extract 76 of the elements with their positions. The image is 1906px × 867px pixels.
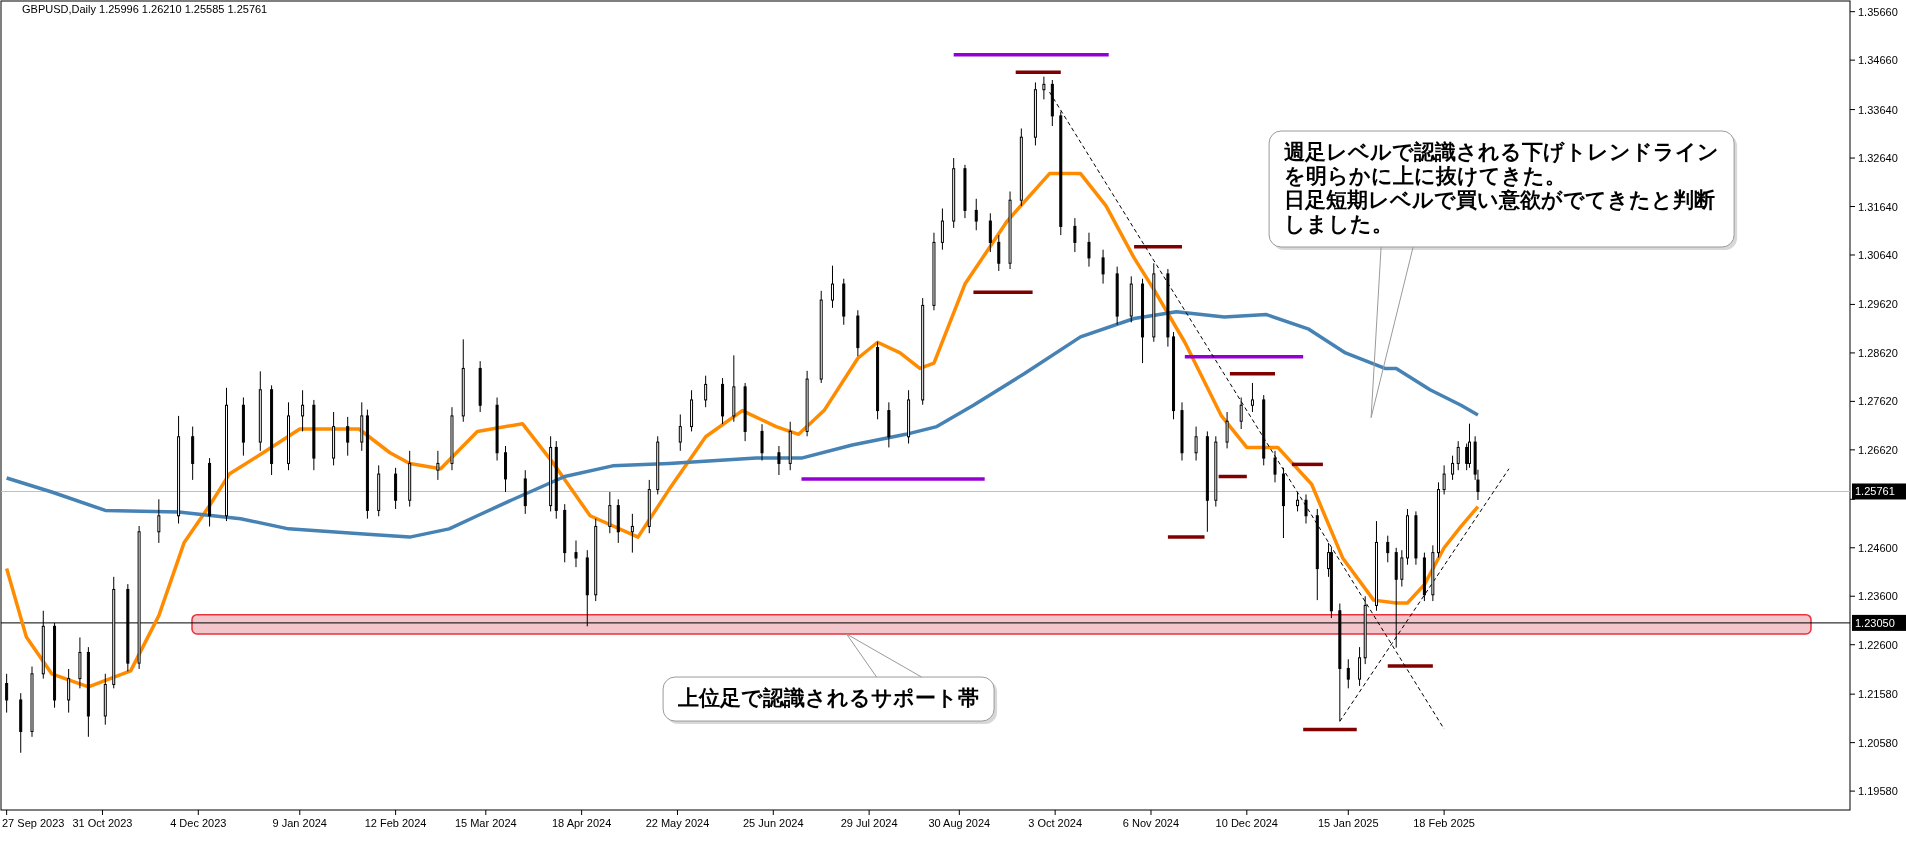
candlestick — [157, 498, 161, 544]
y-tick-label: 1.33640 — [1858, 103, 1898, 116]
x-tick-label: 27 Sep 2023 — [2, 817, 65, 829]
candlestick — [630, 513, 634, 554]
y-tick-label: 1.23600 — [1858, 590, 1898, 603]
candlestick — [1042, 76, 1046, 100]
x-tick-label: 30 Aug 2024 — [928, 817, 991, 829]
candlestick — [5, 673, 9, 714]
y-tick-label: 1.29620 — [1858, 298, 1898, 311]
candlestick — [1358, 646, 1362, 687]
candlestick — [997, 234, 1001, 272]
x-tick-label: 25 Jun 2024 — [743, 817, 804, 829]
candlestick — [1225, 411, 1229, 449]
candlestick — [1087, 232, 1091, 268]
y-tick-label: 1.20580 — [1858, 736, 1898, 749]
candlestick — [1073, 217, 1077, 253]
x-tick-label: 6 Nov 2024 — [1122, 817, 1180, 829]
y-tick-label: 1.30640 — [1858, 248, 1898, 261]
candlestick — [704, 375, 708, 408]
candlestick — [1467, 423, 1471, 469]
ref-line-label: 1.23050 — [1855, 616, 1895, 629]
y-tick-label: 1.32640 — [1858, 152, 1898, 165]
candlestick — [1250, 382, 1254, 413]
candlestick — [1400, 549, 1404, 588]
chart-title: GBPUSD,Daily 1.25996 1.26210 1.25585 1.25761 — [22, 3, 268, 15]
candlestick — [67, 668, 71, 714]
candlestick — [574, 539, 578, 568]
annotation: 週足レベルで認識される下げトレンドラインを明らかに上に抜けてきた。 — [1284, 138, 1720, 188]
candlestick — [760, 423, 764, 462]
x-tick-label: 31 Oct 2023 — [72, 817, 133, 829]
candlestick — [608, 491, 612, 534]
y-tick-label: 1.34660 — [1858, 54, 1898, 67]
candlestick — [1304, 493, 1308, 525]
ref-line-label: 1.25761 — [1855, 485, 1895, 498]
candlestick — [1273, 450, 1277, 483]
candlestick — [1346, 658, 1350, 689]
candlestick — [678, 413, 682, 452]
x-tick-label: 18 Feb 2025 — [1413, 817, 1476, 829]
x-tick-label: 22 May 2024 — [645, 817, 710, 829]
x-tick-label: 12 Feb 2024 — [364, 817, 427, 829]
x-tick-label: 10 Dec 2024 — [1215, 817, 1279, 829]
y-tick-label: 1.19580 — [1858, 785, 1898, 798]
candlestick — [1386, 535, 1390, 563]
y-tick-label: 1.35660 — [1858, 5, 1898, 18]
y-tick-label: 1.27620 — [1858, 395, 1898, 408]
y-tick-label: 1.31640 — [1858, 200, 1898, 213]
x-tick-label: 3 Oct 2024 — [1028, 817, 1083, 829]
x-tick-label: 9 Jan 2024 — [272, 817, 327, 829]
candlestick — [1194, 426, 1198, 462]
x-tick-label: 18 Apr 2024 — [551, 817, 612, 829]
annotation: 日足短期レベルで買い意欲がでてきたと判断しました。 — [1284, 186, 1716, 236]
candlestick — [777, 445, 781, 476]
y-tick-label: 1.28620 — [1858, 346, 1898, 359]
x-tick-label: 4 Dec 2023 — [170, 817, 227, 829]
x-tick-label: 15 Mar 2024 — [454, 817, 517, 829]
candlestick — [1239, 397, 1243, 430]
candlestick — [301, 389, 305, 432]
annotation: 上位足で認識されるサポート帯 — [677, 684, 980, 710]
candlestick — [1296, 491, 1300, 512]
y-tick-label: 1.24600 — [1858, 541, 1898, 554]
candlestick — [940, 207, 944, 251]
candlestick — [1442, 464, 1446, 495]
candlestick — [1101, 249, 1105, 285]
candlestick — [1456, 440, 1460, 471]
candlestick — [346, 416, 350, 457]
x-tick-label: 15 Jan 2025 — [1318, 817, 1379, 829]
candlestick — [436, 450, 440, 481]
y-tick-label: 1.26620 — [1858, 443, 1898, 456]
x-tick-label: 29 Jul 2024 — [840, 817, 898, 829]
candlestick — [974, 198, 978, 231]
candlestick — [830, 265, 834, 309]
candlestick — [988, 212, 992, 253]
line-series — [4, 309, 1480, 539]
candlestick — [1451, 455, 1455, 481]
y-tick-label: 1.21580 — [1858, 688, 1898, 701]
y-tick-label: 1.22600 — [1858, 638, 1898, 651]
